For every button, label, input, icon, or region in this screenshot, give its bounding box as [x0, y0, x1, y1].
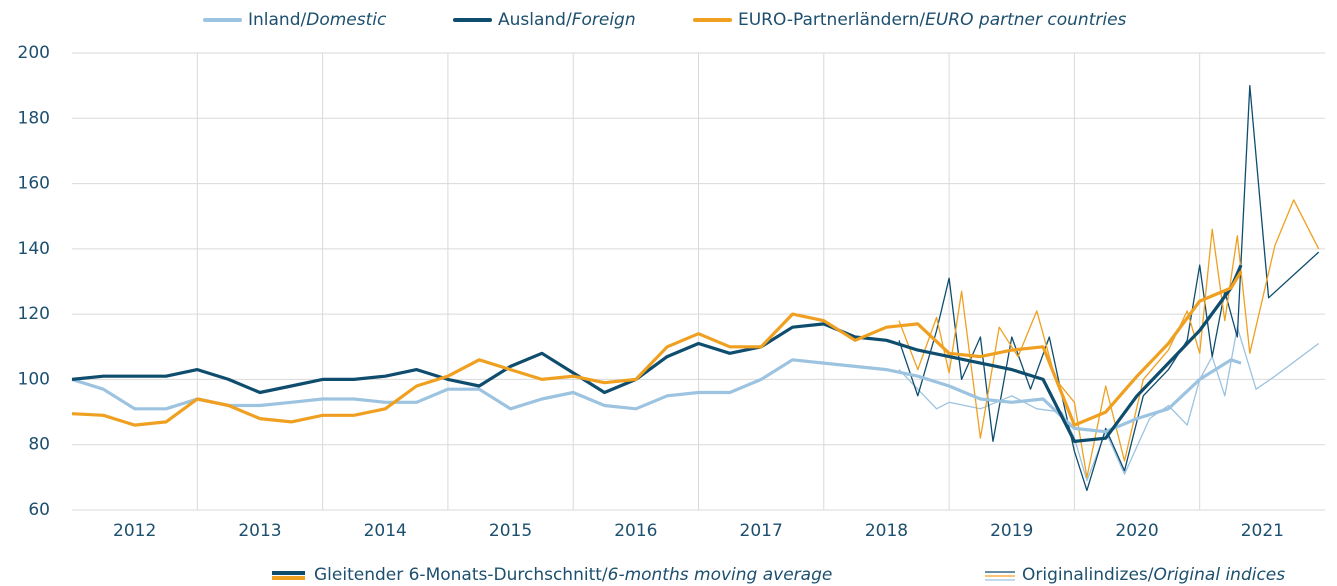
x-tick-label: 2015 — [489, 521, 532, 541]
x-tick-label: 2016 — [614, 521, 657, 541]
series-line — [71, 264, 1243, 443]
x-tick-label: 2018 — [865, 521, 908, 541]
y-tick-label: 160 — [18, 174, 50, 194]
legend-label: Originalindizes/Original indices — [1022, 565, 1285, 585]
x-tick-label: 2019 — [990, 521, 1033, 541]
legend-label: Ausland/Foreign — [498, 10, 636, 30]
y-tick-label: 200 — [18, 43, 50, 63]
x-tick-label: 2013 — [238, 521, 281, 541]
legend-label: Inland/Domestic — [248, 10, 387, 30]
x-tick-label: 2017 — [740, 521, 783, 541]
x-tick-label: 2020 — [1115, 521, 1158, 541]
y-tick-label: 140 — [18, 239, 50, 259]
x-tick-label: 2014 — [364, 521, 407, 541]
y-tick-label: 100 — [18, 369, 50, 389]
original-line — [898, 326, 1320, 482]
y-tick-label: 80 — [28, 435, 50, 455]
x-tick-label: 2012 — [113, 521, 156, 541]
y-tick-label: 60 — [28, 500, 50, 520]
x-tick-label: 2021 — [1241, 521, 1284, 541]
y-tick-label: 180 — [18, 108, 50, 128]
legend-label: Gleitender 6-Monats-Durchschnitt/6-month… — [314, 565, 832, 585]
y-tick-label: 120 — [18, 304, 50, 324]
legend-label: EURO-Partnerländern/EURO partner countri… — [738, 10, 1127, 30]
original-line — [898, 199, 1320, 479]
series-line — [71, 270, 1243, 427]
